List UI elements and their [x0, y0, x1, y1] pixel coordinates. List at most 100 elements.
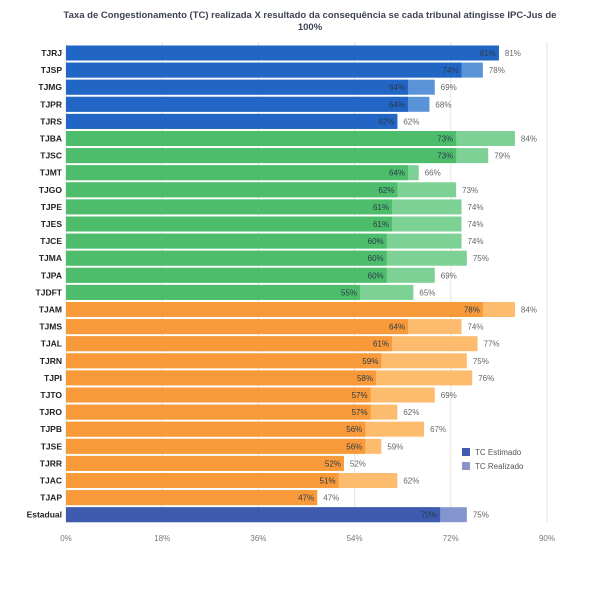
value-label-estimado: 55%	[341, 288, 357, 297]
x-tick-label: 72%	[443, 534, 459, 543]
category-label: TJRR	[40, 458, 62, 468]
value-label-estimado: 61%	[373, 203, 389, 212]
value-label-estimado: 59%	[362, 357, 378, 366]
legend-swatch-estimado	[462, 448, 470, 456]
value-label-estimado: 61%	[373, 340, 389, 349]
bar-estimado	[66, 473, 339, 488]
category-label: TJAC	[40, 476, 62, 486]
x-tick-label: 90%	[539, 534, 555, 543]
bar-estimado	[66, 233, 387, 249]
category-label: TJBA	[40, 134, 62, 144]
category-label: TJAL	[41, 339, 62, 349]
value-label-estimado: 64%	[389, 169, 405, 178]
bar-estimado	[66, 319, 409, 335]
category-label: TJMA	[39, 253, 62, 263]
value-label-estimado: 51%	[320, 477, 336, 486]
value-label-estimado: 78%	[464, 306, 480, 315]
category-label: Estadual	[27, 510, 62, 520]
value-label-realizado: 84%	[521, 306, 537, 315]
value-label-realizado: 75%	[473, 254, 489, 263]
value-label-realizado: 62%	[403, 477, 419, 486]
legend-label-realizado: TC Realizado	[475, 462, 524, 471]
bar-estimado	[66, 421, 366, 437]
value-label-realizado: 84%	[521, 135, 537, 144]
bar-estimado	[66, 353, 382, 369]
category-label: TJAM	[39, 305, 62, 315]
bar-estimado	[66, 131, 457, 146]
value-label-estimado: 60%	[368, 237, 384, 246]
category-label: TJRJ	[41, 48, 62, 58]
bar-estimado	[66, 148, 457, 164]
category-label: TJSP	[41, 65, 63, 75]
bar-estimado	[66, 336, 393, 352]
bar-estimado	[66, 216, 393, 232]
bar-estimado	[66, 404, 371, 420]
category-label: TJES	[41, 219, 63, 229]
value-label-realizado: 75%	[473, 357, 489, 366]
bar-estimado	[66, 182, 398, 198]
bar-estimado	[66, 438, 366, 454]
x-tick-label: 18%	[154, 534, 170, 543]
bar-estimado	[66, 165, 409, 181]
value-label-realizado: 78%	[489, 66, 505, 75]
category-label: TJSE	[41, 441, 63, 451]
bar-estimado	[66, 387, 371, 403]
value-label-realizado: 47%	[323, 494, 339, 503]
legend-label-estimado: TC Estimado	[475, 448, 522, 457]
value-label-estimado: 47%	[298, 494, 314, 503]
value-label-estimado: 60%	[368, 254, 384, 263]
value-label-estimado: 70%	[421, 511, 437, 520]
value-label-estimado: 57%	[352, 391, 368, 400]
value-label-estimado: 73%	[437, 152, 453, 161]
value-label-estimado: 74%	[442, 66, 458, 75]
value-label-realizado: 77%	[484, 340, 500, 349]
category-label: TJAP	[40, 493, 62, 503]
value-label-realizado: 62%	[403, 408, 419, 417]
category-label: TJTO	[40, 390, 62, 400]
category-label: TJDFT	[36, 287, 63, 297]
value-label-realizado: 74%	[467, 203, 483, 212]
value-label-estimado: 81%	[480, 49, 496, 58]
value-label-realizado: 69%	[441, 391, 457, 400]
value-label-realizado: 81%	[505, 49, 521, 58]
category-label: TJGO	[39, 185, 63, 195]
x-tick-label: 0%	[60, 534, 72, 543]
category-label: TJPB	[40, 424, 62, 434]
value-label-estimado: 64%	[389, 83, 405, 92]
value-label-estimado: 56%	[346, 425, 362, 434]
category-label: TJPI	[44, 373, 62, 383]
value-label-realizado: 73%	[462, 186, 478, 195]
value-label-estimado: 57%	[352, 408, 368, 417]
value-label-estimado: 61%	[373, 220, 389, 229]
bar-estimado	[66, 79, 409, 95]
category-label: TJPE	[41, 202, 63, 212]
bar-estimado	[66, 302, 483, 317]
value-label-estimado: 58%	[357, 374, 373, 383]
category-label: TJMT	[40, 168, 63, 178]
chart-title: Taxa de Congestionamento (TC) realizada …	[63, 10, 557, 33]
category-label: TJRN	[40, 356, 62, 366]
value-label-estimado: 60%	[368, 271, 384, 280]
value-label-realizado: 69%	[441, 271, 457, 280]
x-tick-label: 36%	[250, 534, 266, 543]
value-label-realizado: 52%	[350, 459, 366, 468]
value-label-realizado: 75%	[473, 511, 489, 520]
category-label: TJSC	[40, 151, 62, 161]
value-label-realizado: 79%	[494, 152, 510, 161]
category-label: TJMS	[39, 322, 62, 332]
bar-estimado	[66, 96, 409, 112]
value-label-estimado: 56%	[346, 442, 362, 451]
value-label-estimado: 64%	[389, 323, 405, 332]
value-label-realizado: 74%	[467, 323, 483, 332]
value-label-realizado: 67%	[430, 425, 446, 434]
bar-estimado	[66, 490, 318, 506]
category-label: TJPA	[41, 270, 62, 280]
category-label: TJRO	[39, 407, 62, 417]
category-label: TJCE	[40, 236, 62, 246]
bar-estimado	[66, 199, 393, 215]
legend-swatch-realizado	[462, 462, 470, 470]
value-label-realizado: 74%	[467, 237, 483, 246]
value-label-realizado: 65%	[419, 288, 435, 297]
value-label-realizado: 74%	[467, 220, 483, 229]
